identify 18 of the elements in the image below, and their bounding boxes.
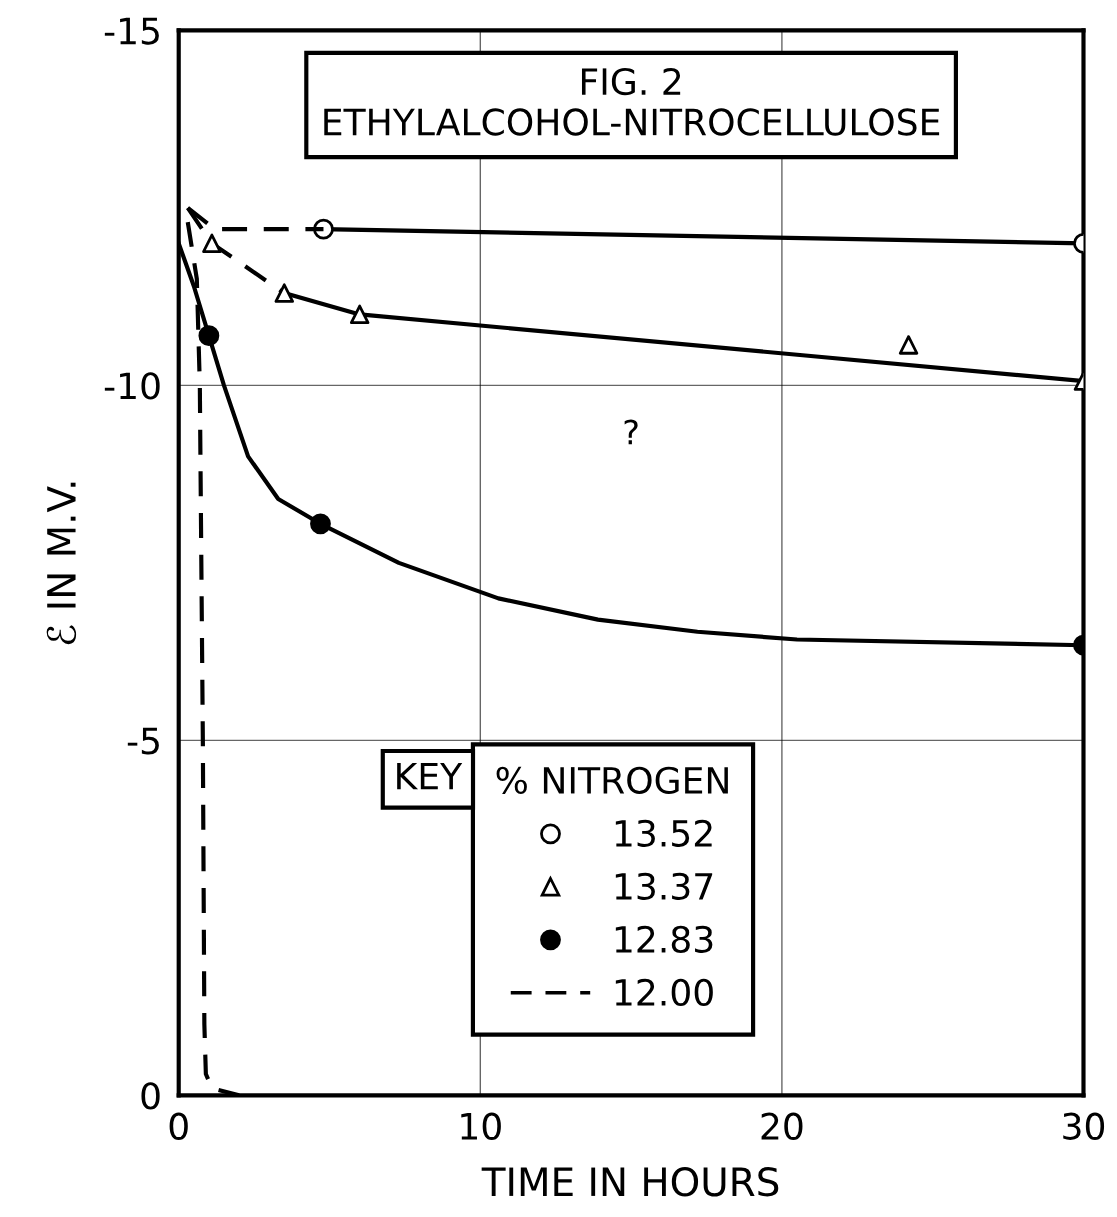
- legend-label: 13.37: [615, 872, 713, 900]
- annotation: ?: [624, 419, 638, 445]
- y-tick-label: -15: [104, 17, 159, 45]
- x-tick-label: 10: [461, 1112, 501, 1140]
- legend-title: % NITROGEN: [496, 766, 728, 794]
- y-axis-title: ℰ IN M.V.: [46, 482, 77, 645]
- x-tick-label: 30: [1063, 1112, 1105, 1140]
- annotation: KEY: [397, 762, 463, 790]
- y-tick-label: 0: [141, 1082, 160, 1110]
- legend-label: 13.52: [615, 819, 712, 847]
- legend-label: 12.83: [615, 925, 713, 953]
- x-tick-label: 20: [761, 1112, 803, 1140]
- y-tick-label: -10: [104, 372, 160, 400]
- x-axis-title: TIME IN HOURS: [481, 1167, 779, 1197]
- legend-label: 12.00: [615, 978, 713, 1006]
- y-tick-label: -5: [127, 727, 159, 755]
- text: FIG. 2 ETHYLALCOHOL-NITROCELLULOSE: [324, 67, 940, 136]
- x-tick-label: 0: [169, 1112, 188, 1140]
